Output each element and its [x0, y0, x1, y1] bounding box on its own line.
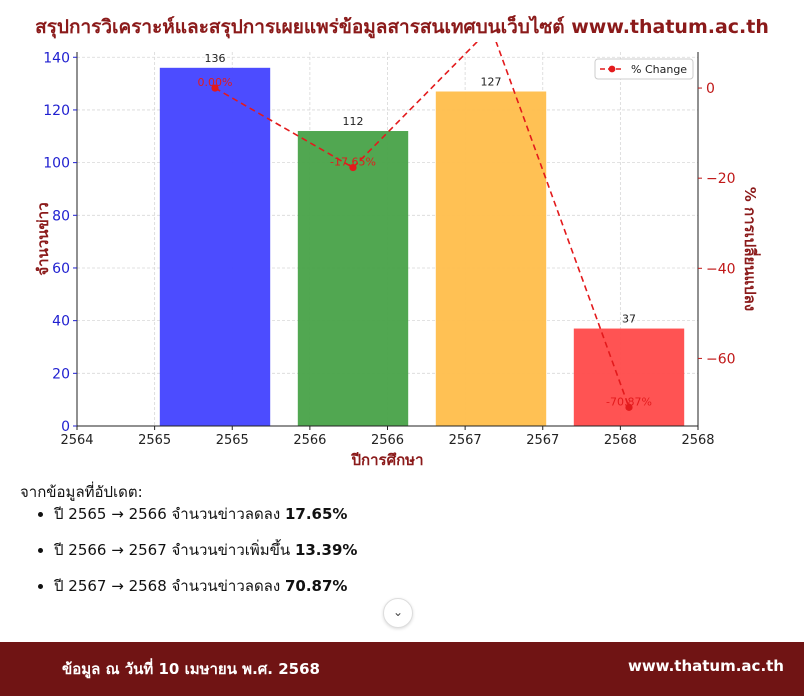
bar	[435, 91, 547, 426]
footer-site: www.thatum.ac.th	[627, 657, 784, 675]
footer-bar: ข้อมูล ณ วันที่ 10 เมษายน พ.ศ. 2568 www.…	[0, 642, 804, 696]
data-point-label: -70.87%	[606, 395, 652, 408]
legend-marker	[608, 65, 616, 73]
bar-value-label: 37	[622, 313, 636, 326]
list-item: ปี 2567 → 2568 จำนวนข่าวลดลง 70.87%	[54, 575, 357, 597]
bar-value-label: 136	[205, 52, 226, 65]
legend-box	[594, 58, 694, 80]
series-line-percent-change	[214, 42, 630, 408]
y-tick-label: 20	[52, 366, 70, 382]
x-tick-label: 2566	[371, 433, 404, 448]
list-item: ปี 2565 → 2566 จำนวนข่าวลดลง 17.65%	[54, 503, 357, 525]
y-axis-label: จำนวนข่าว	[34, 202, 52, 275]
y2-tick-label: 0	[706, 81, 715, 97]
y-tick-label: 40	[52, 314, 70, 330]
x-tick-label: 2565	[138, 433, 171, 448]
x-tick-label: 2564	[60, 433, 93, 448]
x-tick-label: 2565	[216, 433, 249, 448]
y2-tick-label: −20	[706, 171, 736, 187]
bar-value-label: 112	[343, 115, 364, 128]
y2-tick-label: −60	[706, 351, 736, 367]
y2-tick-label: −40	[706, 261, 736, 277]
footer-date: ข้อมูล ณ วันที่ 10 เมษายน พ.ศ. 2568	[62, 660, 320, 678]
y-tick-label: 0	[61, 419, 70, 435]
y-tick-label: 100	[43, 156, 70, 172]
x-tick-label: 2568	[604, 433, 637, 448]
data-point-label: -17.65%	[330, 156, 376, 169]
data-point	[211, 84, 219, 92]
list-item: ปี 2566 → 2567 จำนวนข่าวเพิ่มขึ้น 13.39%	[54, 539, 357, 561]
y-tick-label: 60	[52, 261, 70, 277]
x-tick-label: 2566	[293, 433, 326, 448]
data-point	[625, 403, 633, 411]
chart-title: สรุปการวิเคราะห์และสรุปการเผยแพร่ข้อมูลส…	[35, 16, 769, 38]
combo-chart: 136 112 127 37 0 20 40 60 80 100 120 140 0 −20 −40 −60 2…	[34, 42, 761, 469]
x-axis-label: ปีการศึกษา	[351, 451, 424, 469]
bar	[297, 131, 409, 426]
y-tick-label: 140	[43, 50, 70, 66]
y-tick-label: 80	[52, 208, 70, 224]
y2-axis-label: % การเปลี่ยนแปลง	[741, 187, 761, 311]
bar-value-label: 127	[481, 76, 502, 89]
chevron-down-icon: ⌄	[392, 605, 404, 619]
bar	[159, 67, 271, 426]
scroll-down-button[interactable]: ⌄	[383, 598, 413, 628]
notes-list: ปี 2565 → 2566 จำนวนข่าวลดลง 17.65% ปี 2…	[28, 503, 357, 611]
data-point-label: 0.00%	[198, 76, 233, 89]
data-point	[349, 163, 357, 172]
x-tick-label: 2567	[526, 433, 559, 448]
notes-intro: จากข้อมูลที่อัปเดต:	[20, 483, 143, 501]
y-tick-label: 120	[43, 103, 70, 119]
bar	[573, 328, 685, 426]
x-tick-label: 2568	[681, 433, 714, 448]
x-tick-label: 2567	[449, 433, 482, 448]
legend-label: % Change	[631, 63, 687, 76]
